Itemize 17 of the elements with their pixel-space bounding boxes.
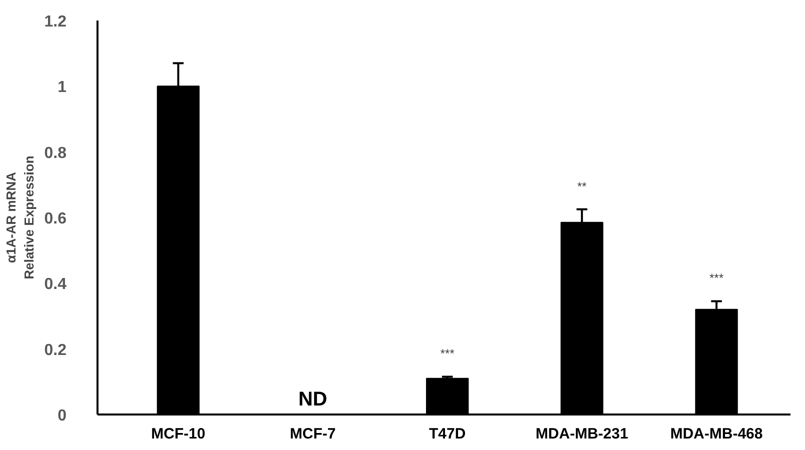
x-tick-label: T47D — [429, 426, 466, 442]
x-tick-label: MDA-MB-468 — [670, 426, 763, 442]
y-tick-label: 1 — [58, 79, 67, 96]
y-tick-label: 0.6 — [44, 210, 67, 228]
x-tick-label: MCF-10 — [151, 426, 206, 442]
y-tick-label: 1.2 — [44, 14, 67, 30]
annotation: *** — [440, 346, 455, 361]
annotation: ** — [577, 179, 587, 194]
x-tick-label: MCF-7 — [290, 426, 336, 442]
annotation: ND — [298, 388, 328, 410]
y-tick-label: 0 — [58, 408, 67, 424]
y-axis-title: α1A-AR mRNA Relative Expression — [3, 156, 36, 280]
x-tick-label: MDA-MB-231 — [536, 426, 628, 442]
y-tick-label: 0.4 — [44, 276, 67, 294]
y-tick-label: 0.2 — [44, 342, 67, 359]
annotation: *** — [709, 271, 724, 286]
y-tick-label: 0.8 — [44, 144, 67, 162]
